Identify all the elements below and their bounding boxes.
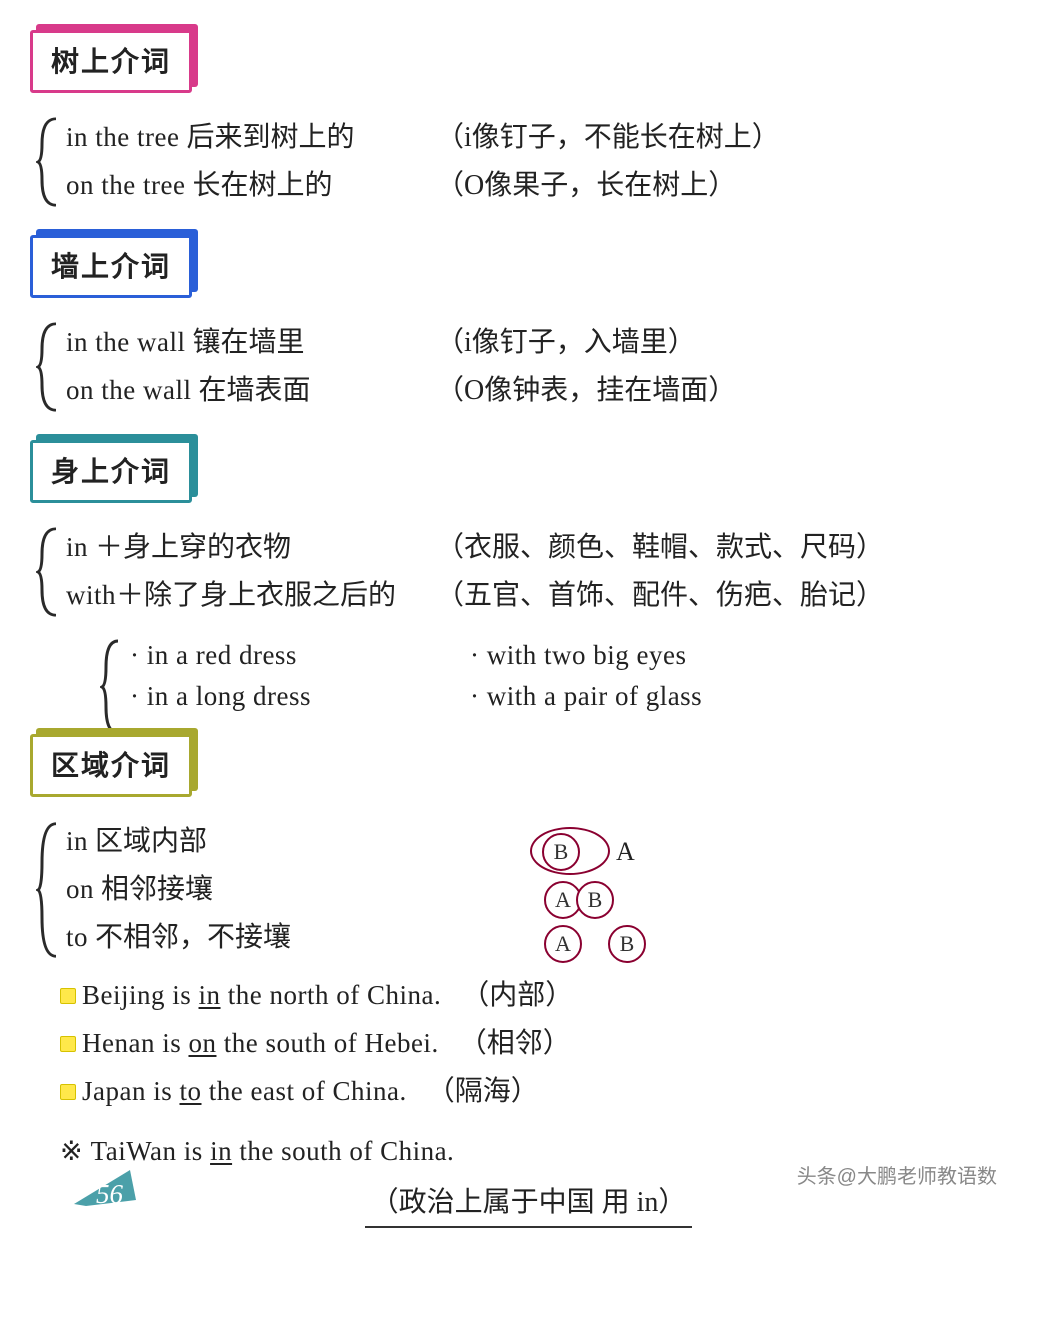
text: on the wall (66, 375, 191, 405)
region-block: in 区域内部 on 相邻接壤 to 不相邻，不接壤 (30, 821, 1027, 959)
example: · in a red dress (130, 635, 470, 676)
diagram-a-label: A (616, 832, 635, 871)
section-title-wall: 墙上介词 (30, 235, 192, 298)
text: ＋除了身上衣服之后的 (116, 580, 396, 611)
underline-word: on (188, 1028, 216, 1058)
example: · with two big eyes (470, 635, 1027, 676)
watermark: 头条@大鹏老师教语数 (797, 1162, 997, 1192)
bullet-icon (60, 1036, 76, 1052)
brace-icon (36, 527, 62, 617)
text: 在墙表面 (191, 375, 310, 406)
example: · in a long dress (130, 676, 470, 717)
section-title-region: 区域介词 (30, 734, 192, 797)
wall-row-2: on the wall 在墙表面 （O像钟表，挂在墙面） (66, 370, 1027, 412)
text: the north of China. (221, 980, 442, 1010)
body-row-1: in ＋身上穿的衣物 （衣服、颜色、鞋帽、款式、尺码） (66, 527, 1027, 569)
footnote-text: （政治上属于中国 用 in） (365, 1182, 693, 1228)
text: in the wall (66, 327, 185, 357)
text: Henan is (82, 1028, 188, 1058)
sentence-1: Beijing is in the north of China. （内部） (60, 975, 1027, 1017)
brace-icon (100, 637, 124, 714)
body-block: in ＋身上穿的衣物 （衣服、颜色、鞋帽、款式、尺码） with＋除了身上衣服之… (30, 527, 1027, 617)
wall-block: in the wall 镶在墙里 （i像钉子，入墙里） on the wall … (30, 322, 1027, 412)
diagram-a-icon: A (544, 925, 582, 963)
page-number-text: 56 (96, 1174, 123, 1215)
tree-row-2: on the tree 长在树上的 （O像果子，长在树上） (66, 165, 1027, 207)
text: （五官、首饰、配件、伤疤、胎记） (436, 575, 1027, 617)
text: 镶在墙里 (185, 327, 304, 358)
mark-icon: ※ (60, 1136, 83, 1166)
text: ＋身上穿的衣物 (88, 532, 291, 563)
diagram-b-icon: B (608, 925, 646, 963)
region-sentences: Beijing is in the north of China. （内部） H… (60, 975, 1027, 1113)
text: to (66, 922, 88, 952)
section-title-tree: 树上介词 (30, 30, 192, 93)
page-number: 56 (70, 1164, 140, 1220)
diagram-to: A B (544, 925, 770, 963)
region-block-wrap: in 区域内部 on 相邻接壤 to 不相邻，不接壤 B A A B A B (30, 821, 1027, 959)
text: the east of China. (202, 1076, 407, 1106)
title-text: 墙上介词 (51, 252, 171, 283)
text: （衣服、颜色、鞋帽、款式、尺码） (436, 527, 1027, 569)
text: 不相邻，不接壤 (88, 922, 291, 953)
brace-icon (36, 322, 62, 412)
diagram-on: A B (544, 881, 770, 919)
diagram-in: B A (530, 827, 770, 875)
bullet-icon (60, 1084, 76, 1100)
note: （内部） (461, 975, 573, 1017)
tree-row-1: in the tree 后来到树上的 （i像钉子，不能长在树上） (66, 117, 1027, 159)
note: （相邻） (459, 1023, 571, 1065)
body-examples: · in a red dress · in a long dress · wit… (70, 635, 1027, 716)
underline-word: in (210, 1136, 232, 1166)
text: Japan is (82, 1076, 179, 1106)
note: （隔海） (427, 1071, 539, 1113)
text: 长在树上的 (185, 170, 332, 201)
brace-icon (36, 821, 62, 959)
page: { "colors": { "pink": "#d83a8a", "blue":… (30, 20, 1027, 1228)
text: the south of Hebei. (216, 1028, 438, 1058)
bullet-icon (60, 988, 76, 1004)
text: the south of China. (232, 1136, 454, 1166)
text: in (66, 826, 88, 856)
region-diagram: B A A B A B (530, 821, 770, 969)
text: 后来到树上的 (179, 122, 354, 153)
underline-word: to (179, 1076, 201, 1106)
text: （O像钟表，挂在墙面） (436, 370, 1027, 412)
sentence-3: Japan is to the east of China. （隔海） (60, 1071, 1027, 1113)
title-text: 树上介词 (51, 47, 171, 78)
brace-icon (36, 117, 62, 207)
text: on (66, 874, 94, 904)
text: on the tree (66, 170, 185, 200)
title-text: 身上介词 (51, 457, 171, 488)
text: in (66, 532, 88, 562)
wall-row-1: in the wall 镶在墙里 （i像钉子，入墙里） (66, 322, 1027, 364)
example: · with a pair of glass (470, 676, 1027, 717)
text: （O像果子，长在树上） (436, 165, 1027, 207)
text: in the tree (66, 122, 179, 152)
text: Beijing is (82, 980, 199, 1010)
title-text: 区域介词 (51, 751, 171, 782)
text: （i像钉子，入墙里） (436, 322, 1027, 364)
underline-word: in (199, 980, 221, 1010)
text: TaiWan is (91, 1136, 210, 1166)
diagram-b-icon: B (576, 881, 614, 919)
sentence-2: Henan is on the south of Hebei. （相邻） (60, 1023, 1027, 1065)
tree-block: in the tree 后来到树上的 （i像钉子，不能长在树上） on the … (30, 117, 1027, 207)
body-row-2: with＋除了身上衣服之后的 （五官、首饰、配件、伤疤、胎记） (66, 575, 1027, 617)
text: （i像钉子，不能长在树上） (436, 117, 1027, 159)
text: with (66, 580, 116, 610)
section-title-body: 身上介词 (30, 440, 192, 503)
text: 区域内部 (88, 826, 207, 857)
text: 相邻接壤 (94, 874, 213, 905)
diagram-b-icon: B (542, 833, 580, 871)
